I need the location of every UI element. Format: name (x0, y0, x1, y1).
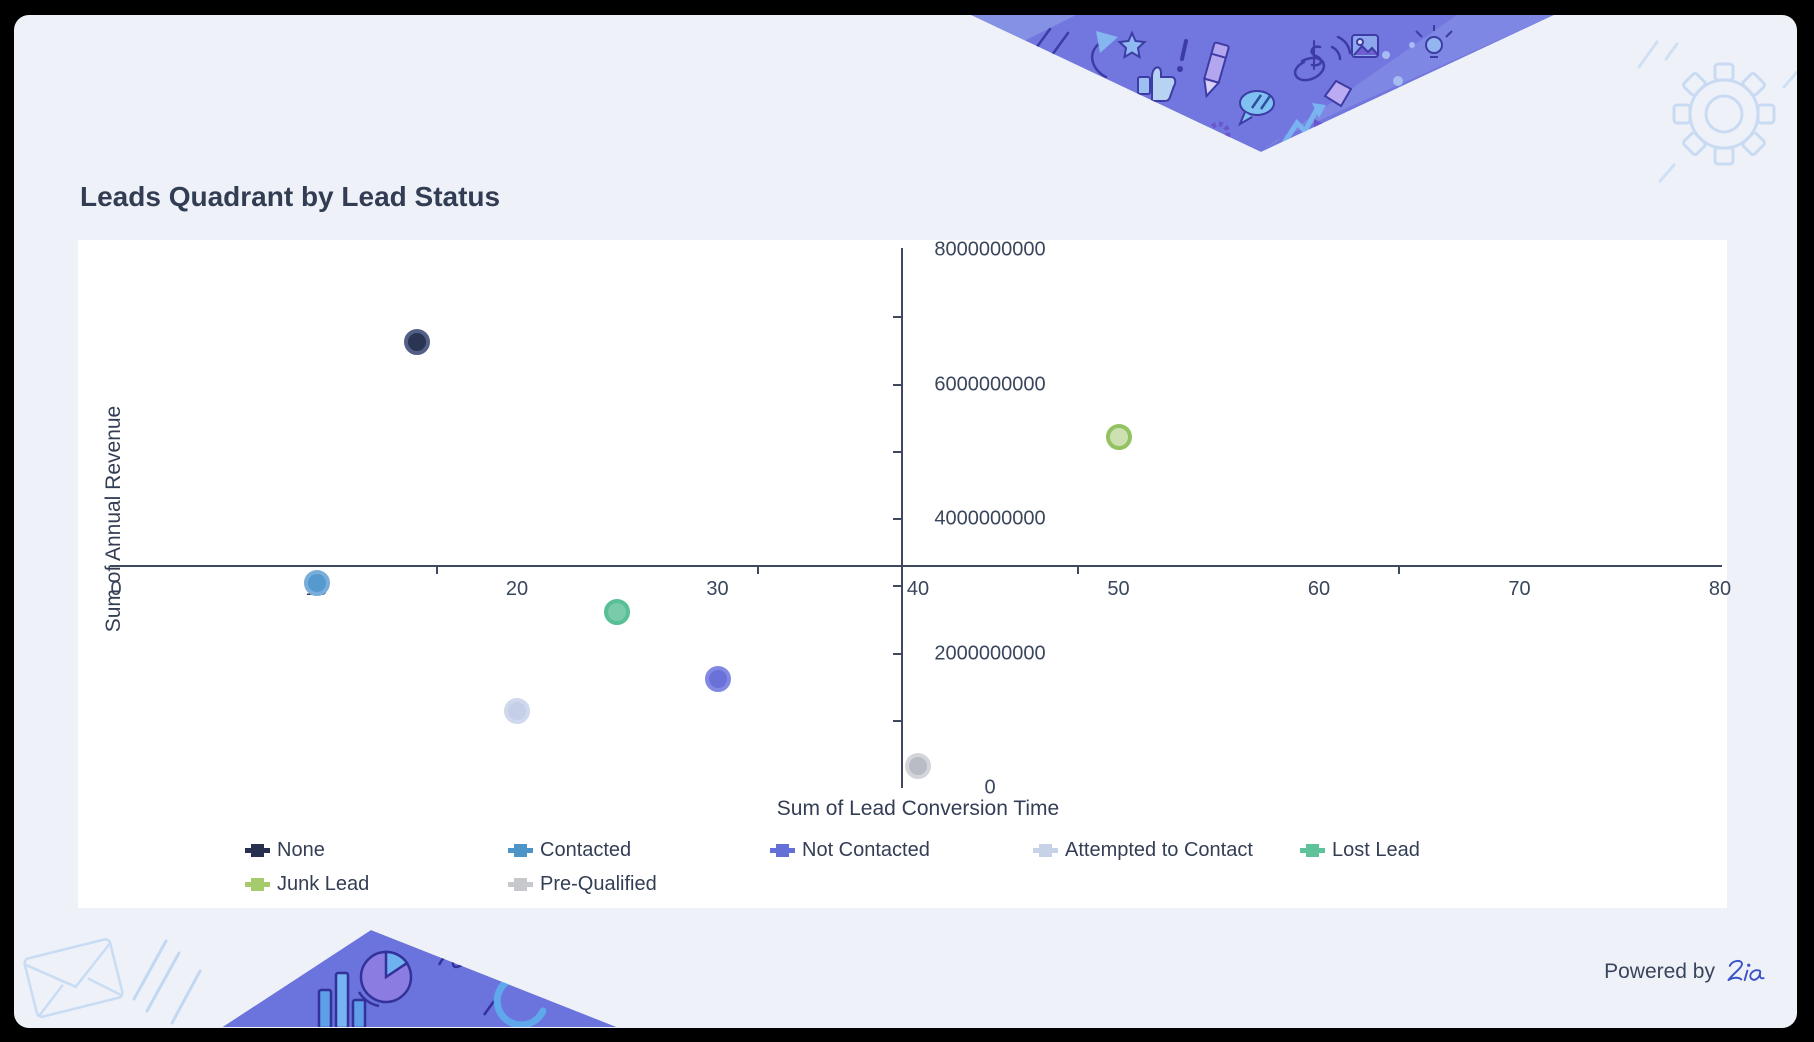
x-axis-tick (435, 567, 438, 574)
legend-item-junk-lead[interactable]: Junk Lead (245, 872, 369, 896)
x-tick-label: 40 (906, 578, 930, 600)
legend-swatch (245, 843, 270, 857)
data-point-none[interactable] (403, 329, 430, 356)
y-tick-label: 4000000000 (934, 507, 1046, 530)
zia-logo (1727, 959, 1765, 982)
data-point-not-contacted[interactable] (704, 666, 731, 693)
bottom-banner-doodles (221, 930, 619, 1027)
powered-by-text: Powered by (1604, 960, 1715, 983)
legend-label: Lost Lead (1332, 838, 1420, 861)
legend-swatch (1300, 843, 1325, 857)
y-axis-tick (893, 383, 901, 386)
y-axis-tick (893, 518, 901, 520)
data-point-junk-lead[interactable] (1105, 423, 1132, 450)
legend-label: Attempted to Contact (1065, 838, 1253, 861)
x-tick-label: 80 (1708, 578, 1732, 600)
y-axis-tick (893, 652, 901, 655)
legend-swatch (508, 843, 533, 857)
data-point-lost-lead[interactable] (604, 598, 631, 625)
x-axis-tick (1398, 567, 1401, 574)
y-axis-tick (893, 450, 901, 453)
y-tick-label: 6000000000 (934, 373, 1046, 395)
legend-label: Junk Lead (277, 872, 370, 895)
legend-label: Not Contacted (802, 838, 930, 861)
x-tick-label: 30 (706, 578, 729, 600)
data-point-attempted-to-contact[interactable] (504, 697, 530, 724)
slash-lines (132, 939, 202, 1025)
y-axis-line (901, 248, 903, 788)
gear-icon (1672, 62, 1776, 166)
legend-swatch (770, 843, 795, 857)
data-point-pre-qualified[interactable] (905, 752, 931, 779)
envelope-icon (23, 938, 124, 1019)
legend-swatch (245, 877, 270, 891)
top-banner-doodles (971, 15, 1554, 152)
y-tick-label: 0 (984, 776, 996, 799)
y-tick-label: 8000000000 (934, 238, 1046, 261)
legend-label: None (277, 838, 325, 861)
x-axis-line (110, 565, 1722, 567)
y-axis-title: Sum of Annual Revenue (102, 405, 125, 633)
x-tick-label: 50 (1107, 578, 1130, 600)
y-axis-tick (893, 316, 901, 319)
y-tick-label: 2000000000 (934, 642, 1046, 664)
legend-item-lost-lead[interactable]: Lost Lead (1300, 838, 1420, 862)
legend-swatch (1033, 843, 1058, 857)
legend-item-contacted[interactable]: Contacted (508, 838, 631, 862)
dashboard-panel: Leads Quadrant by Lead Status 0102030405… (14, 15, 1797, 1028)
page-title: Leads Quadrant by Lead Status (80, 181, 501, 212)
x-tick-label: 0 (110, 578, 122, 600)
x-axis-tick (1077, 567, 1080, 574)
legend-item-not-contacted[interactable]: Not Contacted (770, 838, 930, 862)
data-point-contacted[interactable] (303, 569, 330, 596)
powered-by: Powered by (1604, 956, 1765, 988)
chart-card: 01020304050607080 8000000000600000000040… (78, 238, 1731, 908)
x-tick-label: 70 (1508, 578, 1531, 600)
x-tick-label: 20 (505, 578, 529, 600)
x-axis-title: Sum of Lead Conversion Time (776, 797, 1060, 820)
legend-item-none[interactable]: None (245, 838, 325, 862)
legend-item-pre-qualified[interactable]: Pre-Qualified (508, 872, 657, 896)
sparkle-lines (1637, 40, 1797, 183)
y-axis-tick (893, 719, 901, 722)
x-tick-label: 60 (1307, 578, 1331, 600)
legend-label: Pre-Qualified (540, 872, 657, 895)
x-axis-tick (756, 567, 759, 574)
legend-label: Contacted (540, 838, 632, 861)
y-axis-tick (893, 585, 901, 588)
legend-item-attempted-to-contact[interactable]: Attempted to Contact (1033, 838, 1253, 862)
legend-swatch (508, 877, 533, 891)
